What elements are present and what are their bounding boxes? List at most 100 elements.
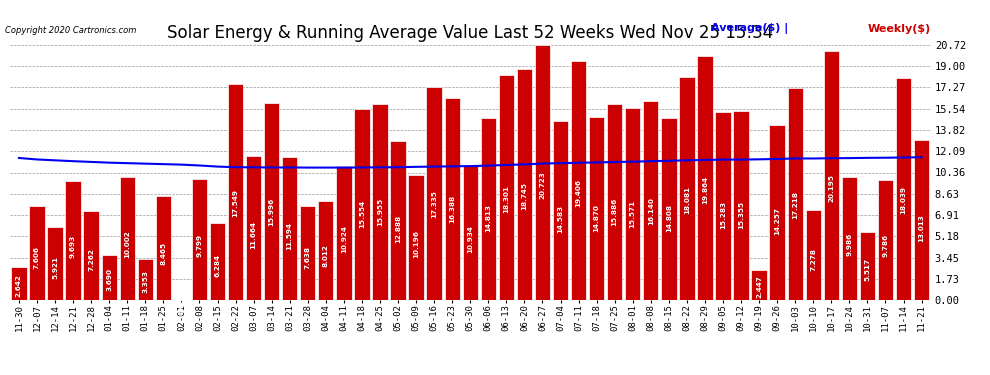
Bar	[30, 206, 45, 300]
Text: 15.283: 15.283	[720, 201, 726, 229]
Bar	[462, 165, 478, 300]
Text: 17.549: 17.549	[233, 189, 239, 217]
Text: 8.465: 8.465	[160, 242, 166, 265]
Bar	[896, 78, 911, 300]
Text: 7.262: 7.262	[88, 248, 94, 271]
Text: 7.606: 7.606	[34, 246, 40, 269]
Bar	[337, 165, 351, 300]
Text: 7.638: 7.638	[305, 246, 311, 269]
Bar	[824, 51, 839, 300]
Bar	[716, 112, 731, 300]
Bar	[354, 109, 369, 300]
Bar	[228, 84, 244, 300]
Bar	[751, 270, 767, 300]
Text: 17.218: 17.218	[792, 191, 798, 219]
Bar	[679, 78, 695, 300]
Text: 19.864: 19.864	[702, 176, 708, 204]
Bar	[83, 211, 99, 300]
Bar	[769, 124, 785, 300]
Bar	[625, 108, 641, 300]
Text: 5.921: 5.921	[52, 256, 58, 279]
Text: 10.196: 10.196	[413, 230, 419, 258]
Title: Solar Energy & Running Average Value Last 52 Weeks Wed Nov 25 15:34: Solar Energy & Running Average Value Las…	[167, 24, 773, 42]
Bar	[661, 118, 676, 300]
Bar	[11, 267, 27, 300]
Text: 15.886: 15.886	[612, 198, 618, 226]
Text: 20.723: 20.723	[540, 171, 545, 199]
Text: 6.284: 6.284	[215, 254, 221, 277]
Text: 3.353: 3.353	[143, 270, 148, 293]
Text: 9.799: 9.799	[196, 234, 203, 257]
Bar	[282, 158, 297, 300]
Bar	[246, 156, 261, 300]
Text: 2.642: 2.642	[16, 274, 22, 297]
Text: Average($) |: Average($) |	[711, 22, 788, 33]
Text: 15.996: 15.996	[268, 197, 274, 225]
Text: 2.447: 2.447	[756, 275, 762, 298]
Bar	[859, 232, 875, 300]
Bar	[878, 180, 893, 300]
Text: 15.355: 15.355	[738, 201, 744, 229]
Bar	[445, 98, 460, 300]
Bar	[427, 87, 442, 300]
Text: 20.195: 20.195	[829, 174, 835, 202]
Text: 18.301: 18.301	[503, 185, 510, 213]
Text: 18.081: 18.081	[684, 186, 690, 214]
Bar	[734, 111, 748, 300]
Bar	[535, 45, 550, 300]
Bar	[102, 255, 117, 300]
Bar	[210, 223, 225, 300]
Bar	[138, 259, 153, 300]
Bar	[842, 177, 857, 300]
Text: 11.664: 11.664	[250, 221, 256, 249]
Bar	[409, 174, 424, 300]
Bar	[607, 105, 623, 300]
Bar	[517, 69, 532, 300]
Text: 14.870: 14.870	[594, 204, 600, 232]
Text: 14.257: 14.257	[774, 207, 780, 235]
Text: 11.594: 11.594	[287, 222, 293, 250]
Bar	[697, 56, 713, 300]
Bar	[372, 104, 388, 300]
Bar	[480, 118, 496, 300]
Text: 12.888: 12.888	[395, 214, 401, 243]
Text: 17.335: 17.335	[431, 190, 438, 218]
Text: 15.571: 15.571	[630, 200, 636, 228]
Bar	[120, 177, 135, 300]
Bar	[787, 88, 803, 300]
Text: 19.406: 19.406	[575, 178, 581, 207]
Text: 3.690: 3.690	[106, 268, 112, 291]
Bar	[552, 120, 568, 300]
Bar	[571, 61, 586, 300]
Bar	[499, 75, 514, 300]
Bar	[806, 210, 821, 300]
Text: 0.008: 0.008	[178, 292, 184, 315]
Text: 14.583: 14.583	[557, 205, 563, 233]
Text: 15.955: 15.955	[377, 198, 383, 226]
Bar	[390, 141, 406, 300]
Bar	[155, 196, 171, 300]
Text: 8.012: 8.012	[323, 244, 329, 267]
Text: 18.039: 18.039	[901, 186, 907, 214]
Bar	[914, 140, 930, 300]
Text: 10.002: 10.002	[124, 231, 131, 258]
Text: 10.924: 10.924	[341, 226, 346, 254]
Bar	[65, 181, 81, 300]
Bar	[192, 179, 207, 300]
Text: 5.517: 5.517	[864, 258, 870, 281]
Bar	[589, 117, 604, 300]
Text: Weekly($): Weekly($)	[867, 24, 931, 33]
Text: Copyright 2020 Cartronics.com: Copyright 2020 Cartronics.com	[5, 26, 137, 35]
Text: 9.693: 9.693	[70, 235, 76, 258]
Text: 14.813: 14.813	[485, 204, 491, 232]
Bar	[300, 206, 316, 300]
Text: 16.388: 16.388	[449, 195, 455, 223]
Text: 15.554: 15.554	[359, 200, 365, 228]
Bar	[264, 103, 279, 300]
Text: 18.745: 18.745	[522, 182, 528, 210]
Bar	[644, 101, 658, 300]
Text: 7.278: 7.278	[810, 248, 817, 271]
Text: 16.140: 16.140	[647, 196, 653, 225]
Text: 9.786: 9.786	[882, 234, 888, 257]
Text: 10.934: 10.934	[467, 225, 473, 254]
